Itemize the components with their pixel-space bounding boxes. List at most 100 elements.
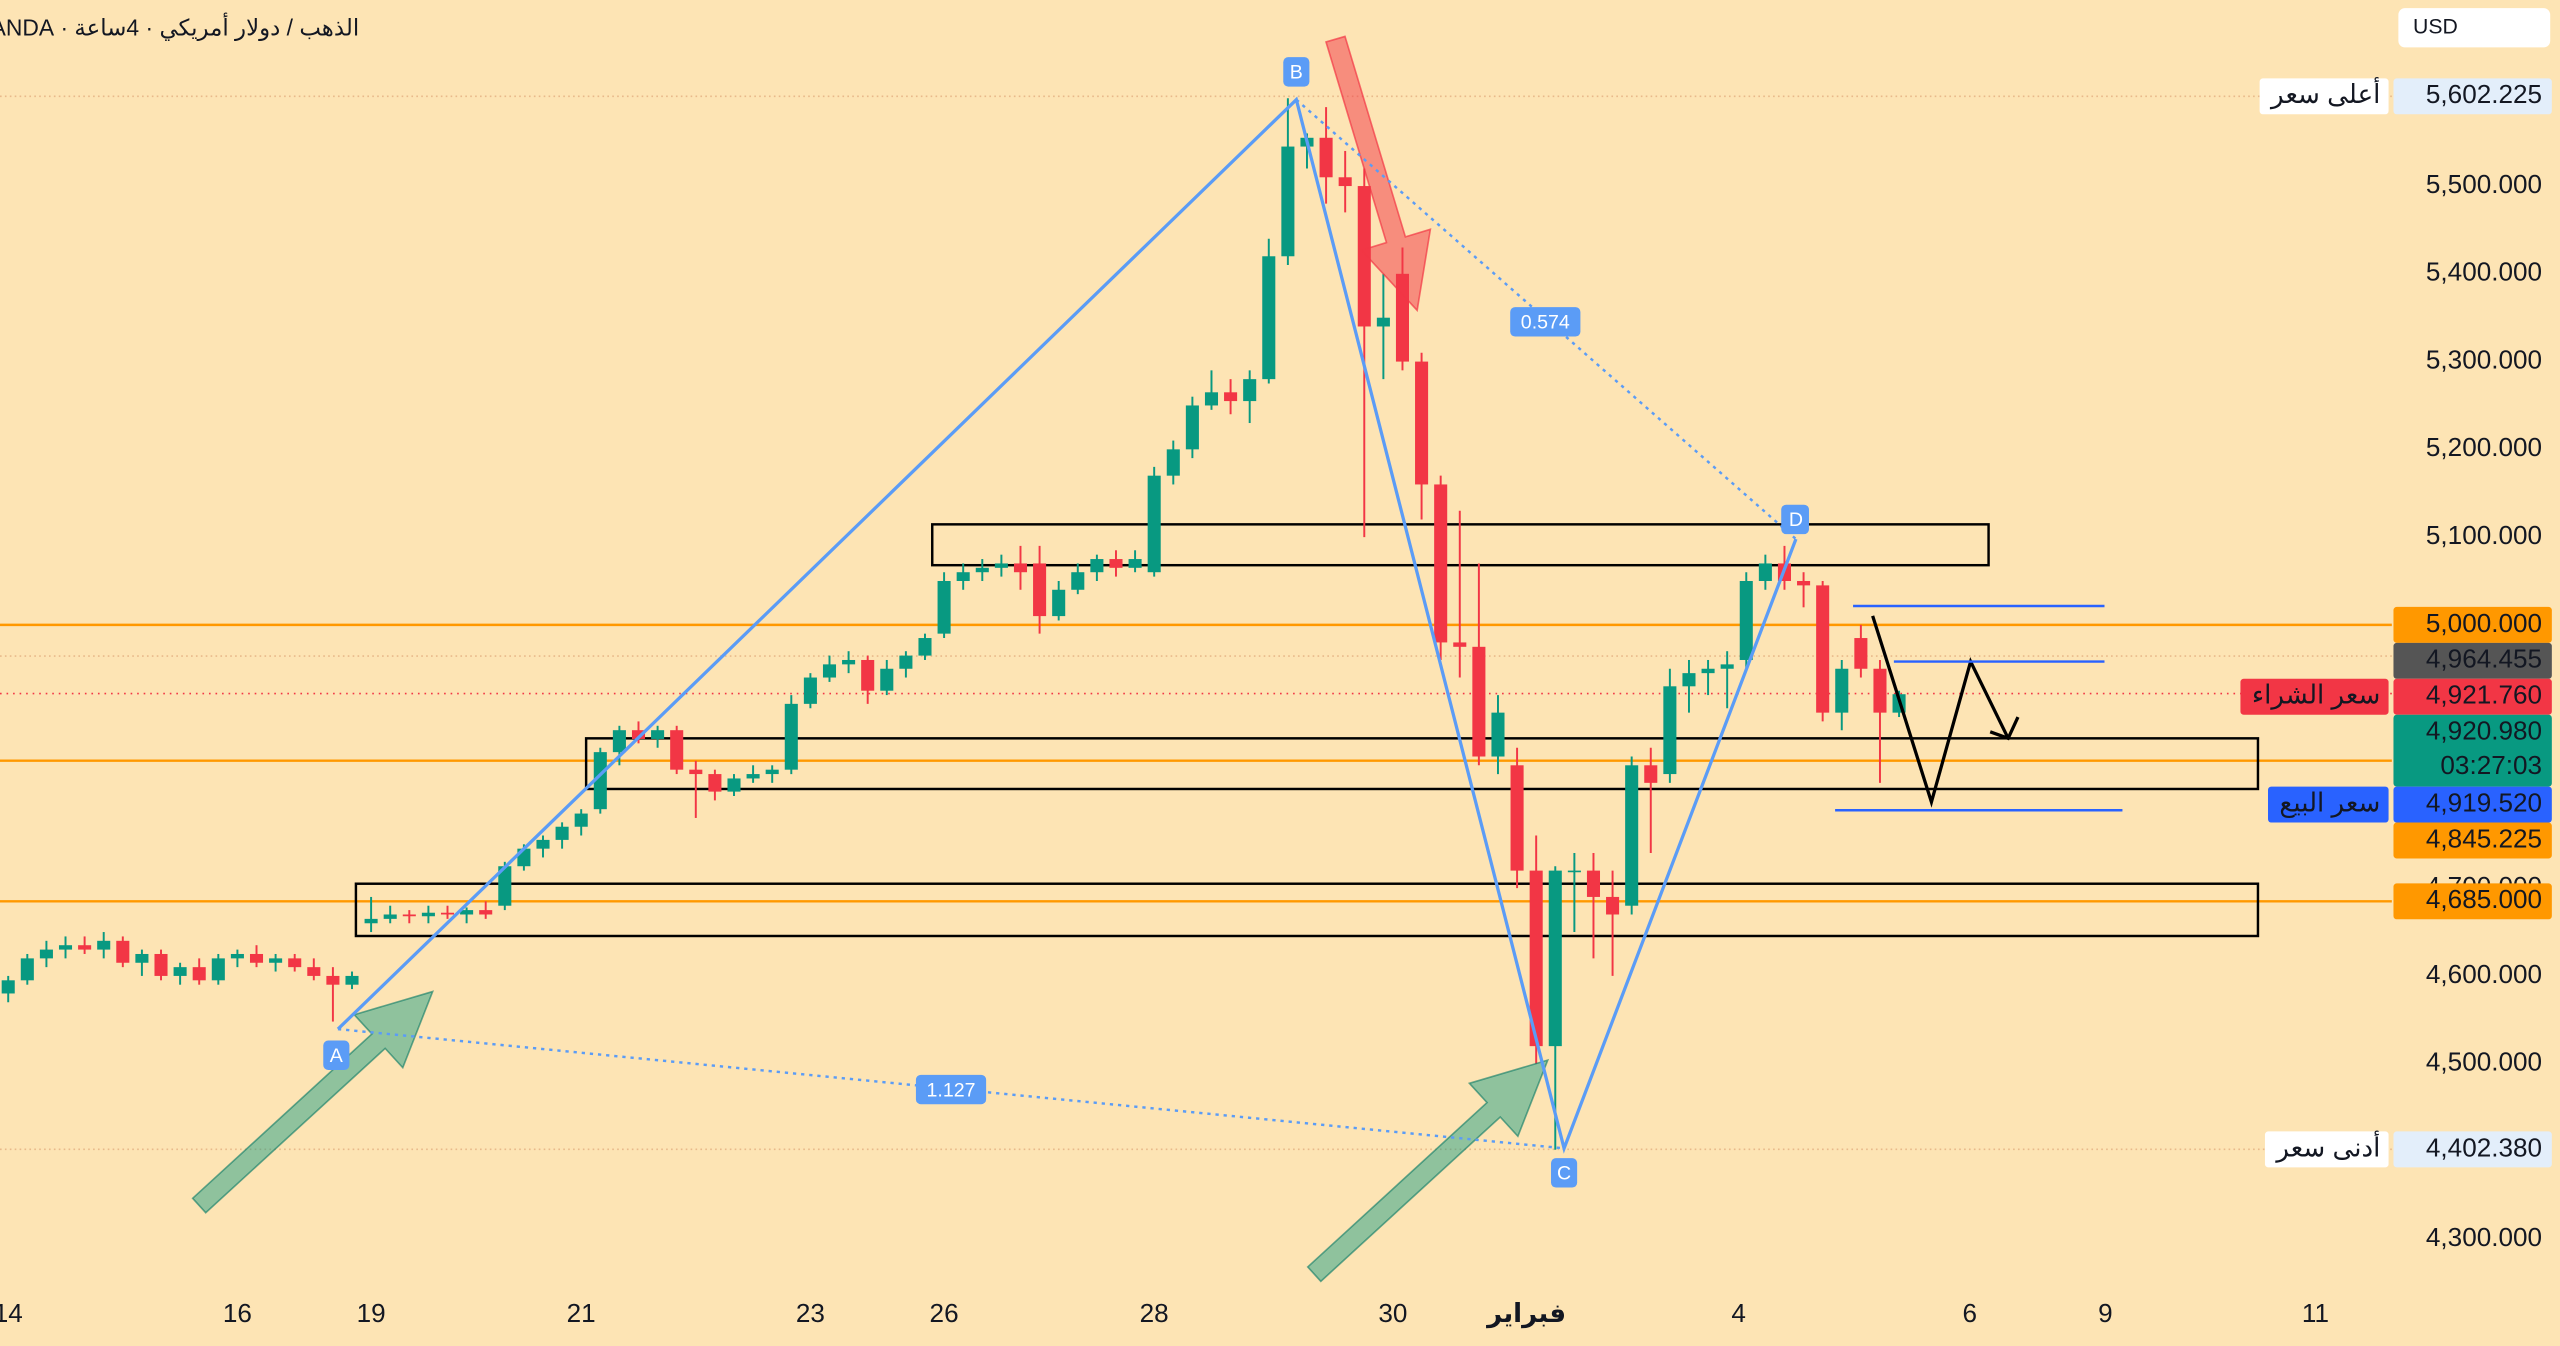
x-tick-label: 6 — [1962, 1298, 1977, 1328]
candle-body — [58, 945, 73, 950]
ratio-box — [915, 1074, 987, 1105]
candle-body — [402, 914, 416, 917]
candle-body — [708, 774, 722, 792]
price-tag — [2393, 883, 2552, 920]
candle-body — [421, 912, 435, 917]
candle-body — [479, 910, 493, 915]
candle-body — [994, 563, 1008, 568]
price-tags: 5,602.225 أعلى سعر 5,000.000 4,964.455 4,921… — [2240, 76, 2552, 1168]
pattern-ratio-line — [337, 1027, 1565, 1150]
candle-body — [230, 953, 244, 959]
candle-body — [670, 730, 684, 770]
price-tag-label: 4,964.455 — [2426, 644, 2542, 674]
candle-body — [1701, 668, 1715, 674]
axes: 4,300.0004,500.0004,600.0004,700.0005,10… — [0, 169, 2542, 1329]
candle-body — [1128, 559, 1142, 568]
point-label: B — [1290, 62, 1303, 84]
candle-body — [1739, 580, 1753, 660]
candle-body — [1606, 896, 1620, 915]
price-tag-label: 4,685.000 — [2426, 884, 2542, 914]
price-tag — [2393, 1131, 2552, 1168]
candle-body — [440, 912, 455, 915]
candle-body — [1797, 580, 1811, 586]
price-tag — [2393, 642, 2552, 679]
candle-body — [631, 730, 646, 739]
candle-body — [1835, 668, 1849, 713]
candle-body — [20, 958, 34, 981]
candle-body — [135, 953, 149, 963]
candle-body — [746, 774, 760, 779]
x-tick-label: فبراير — [1485, 1298, 1566, 1329]
price-tag-label: 4,921.760 — [2426, 680, 2542, 710]
candle-body — [1204, 392, 1219, 406]
candle-body — [1644, 765, 1658, 783]
price-tag — [2393, 714, 2552, 787]
candle-body — [307, 967, 321, 976]
currency-label[interactable]: USD — [2413, 15, 2458, 38]
price-name: أعلى سعر — [2269, 76, 2380, 110]
candle-body — [1185, 405, 1199, 450]
currency-button[interactable] — [2398, 8, 2551, 48]
candle-body — [1758, 563, 1772, 581]
candle-body — [1510, 765, 1524, 871]
candle-body — [1090, 559, 1104, 573]
candle-body — [574, 813, 588, 827]
candle-body — [326, 975, 340, 985]
price-name-box — [2240, 678, 2389, 715]
ratio-box — [1510, 307, 1581, 337]
candle-body — [1338, 177, 1352, 187]
candle-body — [861, 659, 875, 691]
x-tick-label: 14 — [0, 1298, 23, 1328]
candle-body — [1224, 392, 1238, 402]
price-name-box — [2259, 78, 2389, 115]
candle-body — [1109, 559, 1123, 568]
point-box — [1283, 57, 1310, 87]
y-tick-label: 5,100.000 — [2426, 520, 2542, 550]
price-tag — [2393, 606, 2552, 643]
candle-body — [1472, 646, 1486, 757]
price-name: أدنى سعر — [2274, 1129, 2380, 1163]
candle-body — [689, 769, 703, 775]
candle-body — [918, 638, 932, 656]
pattern-labels: A B C D 0.574 1.127 — [323, 57, 1809, 1188]
candle-body — [612, 730, 626, 753]
candle-body — [39, 949, 53, 959]
y-tick-label: 5,300.000 — [2426, 344, 2542, 374]
candle-body — [536, 839, 550, 849]
candle-body — [880, 668, 894, 691]
candle-body — [1, 980, 15, 994]
x-tick-label: 28 — [1140, 1298, 1169, 1328]
price-name: سعر الشراء — [2252, 680, 2381, 711]
pattern-lines — [336, 96, 1798, 1154]
y-tick-label: 5,500.000 — [2426, 169, 2542, 199]
price-tag-label: 4,845.225 — [2426, 823, 2542, 853]
candle-body — [1434, 484, 1448, 643]
candle-body — [249, 953, 264, 963]
candle-body — [498, 866, 512, 906]
candle-body — [1243, 379, 1257, 402]
x-tick-label: 11 — [2302, 1298, 2329, 1328]
candle-body — [651, 730, 665, 739]
candle-body — [1682, 673, 1696, 687]
candle-body — [288, 958, 302, 968]
candle-body — [1854, 638, 1868, 669]
candle-body — [899, 655, 913, 669]
candle-body — [173, 967, 187, 976]
candle-body — [822, 664, 837, 678]
candle-body — [1816, 585, 1830, 713]
candle-body — [975, 567, 989, 573]
price-name-box — [2268, 786, 2389, 823]
candle-body — [269, 958, 283, 963]
price-tag — [2393, 678, 2552, 715]
candle-body — [1873, 668, 1887, 713]
x-tick-label: 26 — [930, 1298, 959, 1328]
candle-body — [1415, 361, 1429, 485]
price-name-box — [2264, 1131, 2389, 1168]
candle-body — [383, 914, 397, 919]
x-tick-label: 16 — [223, 1298, 252, 1328]
x-tick-label: 19 — [357, 1298, 386, 1328]
price-tag — [2393, 822, 2552, 859]
candle-body — [727, 778, 741, 792]
